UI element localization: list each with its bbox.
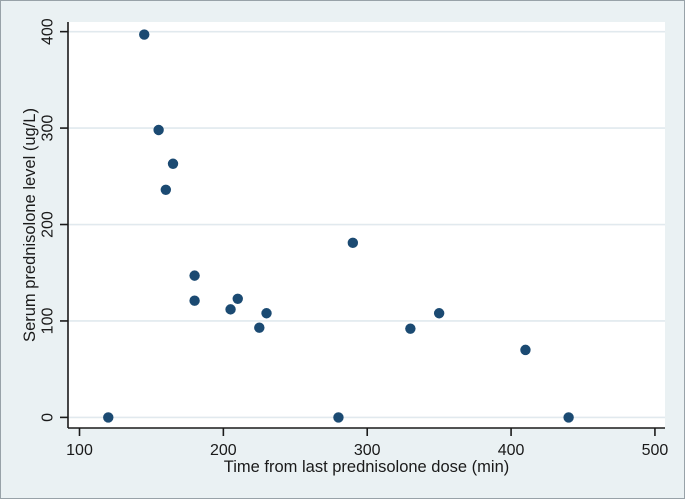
tick-labels: 0 100 200 300 400 100 200 300 400 500 bbox=[40, 18, 669, 459]
data-point bbox=[189, 295, 200, 306]
data-point bbox=[189, 270, 200, 281]
data-points bbox=[103, 29, 574, 423]
x-tick-label: 100 bbox=[66, 442, 93, 459]
data-point bbox=[103, 412, 114, 423]
x-axis-title: Time from last prednisolone dose (min) bbox=[224, 458, 510, 476]
y-tick-label: 0 bbox=[40, 413, 57, 422]
data-point bbox=[520, 344, 531, 356]
data-point bbox=[167, 158, 179, 169]
gridlines bbox=[68, 30, 665, 419]
x-tick-label: 200 bbox=[210, 442, 237, 459]
data-point bbox=[153, 124, 164, 136]
data-point bbox=[261, 308, 272, 319]
y-tick-label: 100 bbox=[40, 308, 57, 335]
axes bbox=[60, 22, 665, 436]
x-tick-label: 300 bbox=[354, 442, 381, 459]
data-point bbox=[254, 322, 265, 333]
data-point bbox=[433, 308, 445, 319]
y-tick-label: 400 bbox=[40, 18, 57, 45]
data-point bbox=[139, 29, 150, 40]
data-point bbox=[225, 304, 236, 315]
y-axis-title: Serum prednisolone level (ug/L) bbox=[21, 108, 39, 342]
data-point bbox=[347, 237, 359, 249]
x-tick-label: 400 bbox=[498, 442, 525, 459]
data-point bbox=[333, 412, 344, 423]
x-tick-label: 500 bbox=[642, 442, 669, 459]
data-point bbox=[160, 184, 172, 196]
data-point bbox=[405, 323, 416, 334]
data-point bbox=[563, 412, 574, 423]
y-tick-label: 300 bbox=[40, 115, 57, 142]
y-tick-label: 200 bbox=[40, 211, 57, 238]
data-point bbox=[232, 293, 243, 304]
